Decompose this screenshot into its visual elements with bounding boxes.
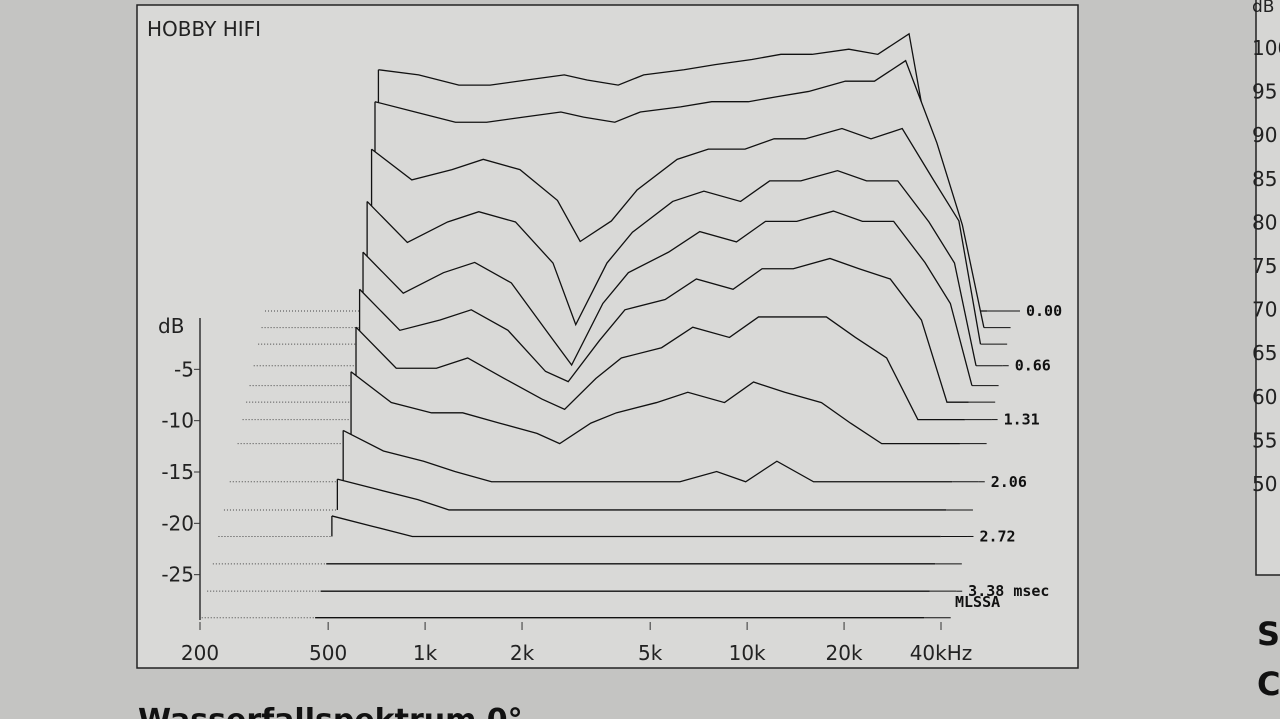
side-y-tick-label: 50 [1252,472,1277,496]
side-y-axis-label: dB [1252,0,1274,17]
slice-line [374,59,985,328]
y-axis-label: dB [158,314,184,338]
side-y-tick-label: 85 [1252,167,1277,191]
slice-line [371,127,982,345]
side-y-tick-label: 60 [1252,385,1277,409]
x-tick-label: 2k [510,641,535,665]
x-tick-label: 500 [309,641,347,665]
y-tick-label: -25 [161,563,194,587]
y-tick-label: -5 [174,357,194,381]
annotation: MLSSA [955,593,1000,611]
z-tick-label: 3.38 msec [968,582,1049,600]
slice-line [355,316,965,421]
side-y-tick-label: 80 [1252,210,1277,234]
y-tick-label: -15 [161,460,194,484]
slice-line [337,478,947,511]
slice-line [378,32,988,312]
side-y-tick-label: 95 [1252,80,1277,104]
x-tick-label: 5k [638,641,663,665]
slice-fill [343,430,953,482]
z-tick-label: 2.06 [991,473,1027,491]
side-y-tick-label: 70 [1252,298,1277,322]
side-y-tick-label: 75 [1252,254,1277,278]
x-tick-label: 20k [826,641,863,665]
slice-fill [356,316,965,420]
chart-title: HOBBY HIFI [147,17,261,41]
side-heading: S [1257,615,1280,653]
side-y-tick-label: 90 [1252,123,1277,147]
x-tick-label: 1k [413,641,438,665]
caption: Wasserfallspektrum 0° [138,703,523,719]
x-tick-label: 10k [729,641,766,665]
y-tick-label: -10 [161,409,194,433]
slice-line [331,515,941,538]
z-tick-label: 0.66 [1015,357,1051,375]
slice-fill [337,479,947,510]
slice-fill [351,371,960,444]
z-tick-label: 2.72 [979,527,1015,545]
slice-line [359,257,969,403]
slice-line [342,429,953,483]
y-tick-label: -20 [161,511,194,535]
side-y-tick-label: 100 [1252,36,1280,60]
side-y-tick-label: 55 [1252,428,1277,452]
side-y-tick-label: 65 [1252,341,1277,365]
z-tick-label: 0.00 [1026,302,1062,320]
slice-line [366,169,977,366]
side-panel [1255,0,1280,576]
slice-line [362,210,973,386]
slice-line [350,371,960,445]
z-tick-label: 1.31 [1004,411,1040,429]
slice-fill [331,515,941,537]
x-tick-label: 40kHz [910,641,973,665]
x-tick-label: 200 [181,641,219,665]
side-heading: C [1257,665,1280,703]
